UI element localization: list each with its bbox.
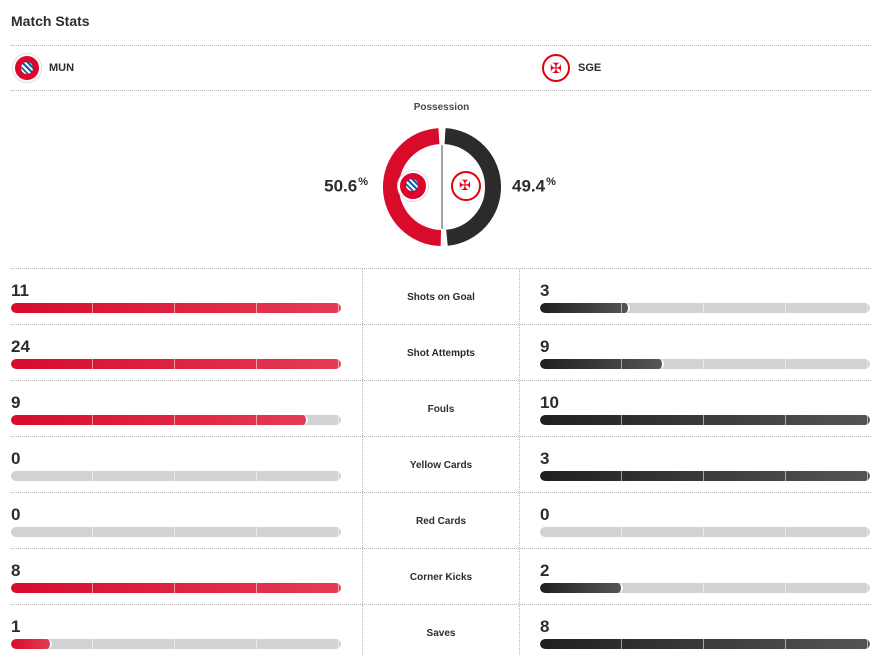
stat-label: Corner Kicks <box>362 549 520 604</box>
home-stat-bar <box>11 471 341 481</box>
home-stat-bar <box>11 639 341 649</box>
home-team-abbr: MUN <box>49 62 75 74</box>
percent-sign: % <box>546 176 556 188</box>
home-stat-value: 0 <box>11 449 21 468</box>
possession-label: Possession <box>413 102 470 113</box>
away-stat-value: 9 <box>540 337 550 356</box>
eintracht-eagle-icon <box>542 54 570 82</box>
stat-row: 11 Shots on Goal 3 <box>11 268 871 324</box>
away-team-abbr: SGE <box>578 62 602 74</box>
home-stat-bar <box>11 303 341 313</box>
home-stat-value: 1 <box>11 617 21 636</box>
home-stat-bar <box>11 583 341 593</box>
away-stat-bar <box>540 639 870 649</box>
away-stat-value: 3 <box>540 281 550 300</box>
away-stat-value: 0 <box>540 505 550 524</box>
home-stat-value: 8 <box>11 561 21 580</box>
away-stat-bar <box>540 303 870 313</box>
home-team[interactable]: MUN <box>13 54 74 82</box>
home-stat-bar <box>11 359 341 369</box>
home-stat-value: 0 <box>11 505 21 524</box>
away-stat-value: 2 <box>540 561 550 580</box>
home-stat-bar-fill <box>11 303 341 313</box>
bayern-crest-icon <box>13 54 41 82</box>
home-stat-value: 11 <box>11 281 29 300</box>
possession-donut-chart <box>382 128 502 246</box>
away-stat-bar <box>540 415 870 425</box>
possession-section: Possession 50.6% 49.4% <box>0 90 883 266</box>
home-stat-bar-fill <box>11 583 341 593</box>
home-possession-number: 50.6 <box>324 176 358 196</box>
stat-label: Yellow Cards <box>362 437 520 492</box>
home-stat-value: 24 <box>11 337 30 356</box>
home-stat-value: 9 <box>11 393 21 412</box>
away-stat-bar-fill <box>540 359 664 369</box>
stat-label: Red Cards <box>362 493 520 548</box>
teams-header: MUN SGE <box>11 45 871 91</box>
away-stat-value: 3 <box>540 449 550 468</box>
away-stat-value: 10 <box>540 393 559 412</box>
percent-sign: % <box>358 176 368 188</box>
away-possession-value: 49.4% <box>512 176 556 197</box>
home-stat-bar <box>11 415 341 425</box>
stat-label: Saves <box>362 605 520 655</box>
away-stat-bar-fill <box>540 303 631 313</box>
away-possession-number: 49.4 <box>512 176 546 196</box>
away-stat-bar <box>540 583 870 593</box>
away-stat-value: 8 <box>540 617 550 636</box>
stat-row: 1 Saves 8 <box>11 604 871 655</box>
home-stat-bar-fill <box>11 639 53 649</box>
stat-row: 0 Yellow Cards 3 <box>11 436 871 492</box>
away-stat-bar-fill <box>540 415 870 425</box>
away-stat-bar <box>540 471 870 481</box>
away-team[interactable]: SGE <box>542 54 601 82</box>
away-stat-bar-fill <box>540 583 623 593</box>
home-possession-value: 50.6% <box>324 176 368 197</box>
home-stat-bar <box>11 527 341 537</box>
home-stat-bar-fill <box>11 415 308 425</box>
stat-label: Fouls <box>362 381 520 436</box>
stat-row: 8 Corner Kicks 2 <box>11 548 871 604</box>
stat-row: 9 Fouls 10 <box>11 380 871 436</box>
away-stat-bar-fill <box>540 639 870 649</box>
stats-table: 11 Shots on Goal 3 24 Shot Attempts 9 9 Fouls 10… <box>11 268 871 655</box>
match-stats-title: Match Stats <box>11 13 90 29</box>
stat-label: Shots on Goal <box>362 269 520 324</box>
away-stat-bar <box>540 527 870 537</box>
stat-row: 24 Shot Attempts 9 <box>11 324 871 380</box>
away-stat-bar <box>540 359 870 369</box>
eintracht-eagle-icon <box>451 171 481 201</box>
home-stat-bar-fill <box>11 359 341 369</box>
stat-row: 0 Red Cards 0 <box>11 492 871 548</box>
bayern-crest-icon <box>398 171 428 201</box>
home-possession-arc <box>382 128 442 246</box>
away-possession-arc <box>444 128 502 246</box>
stat-label: Shot Attempts <box>362 325 520 380</box>
away-stat-bar-fill <box>540 471 870 481</box>
